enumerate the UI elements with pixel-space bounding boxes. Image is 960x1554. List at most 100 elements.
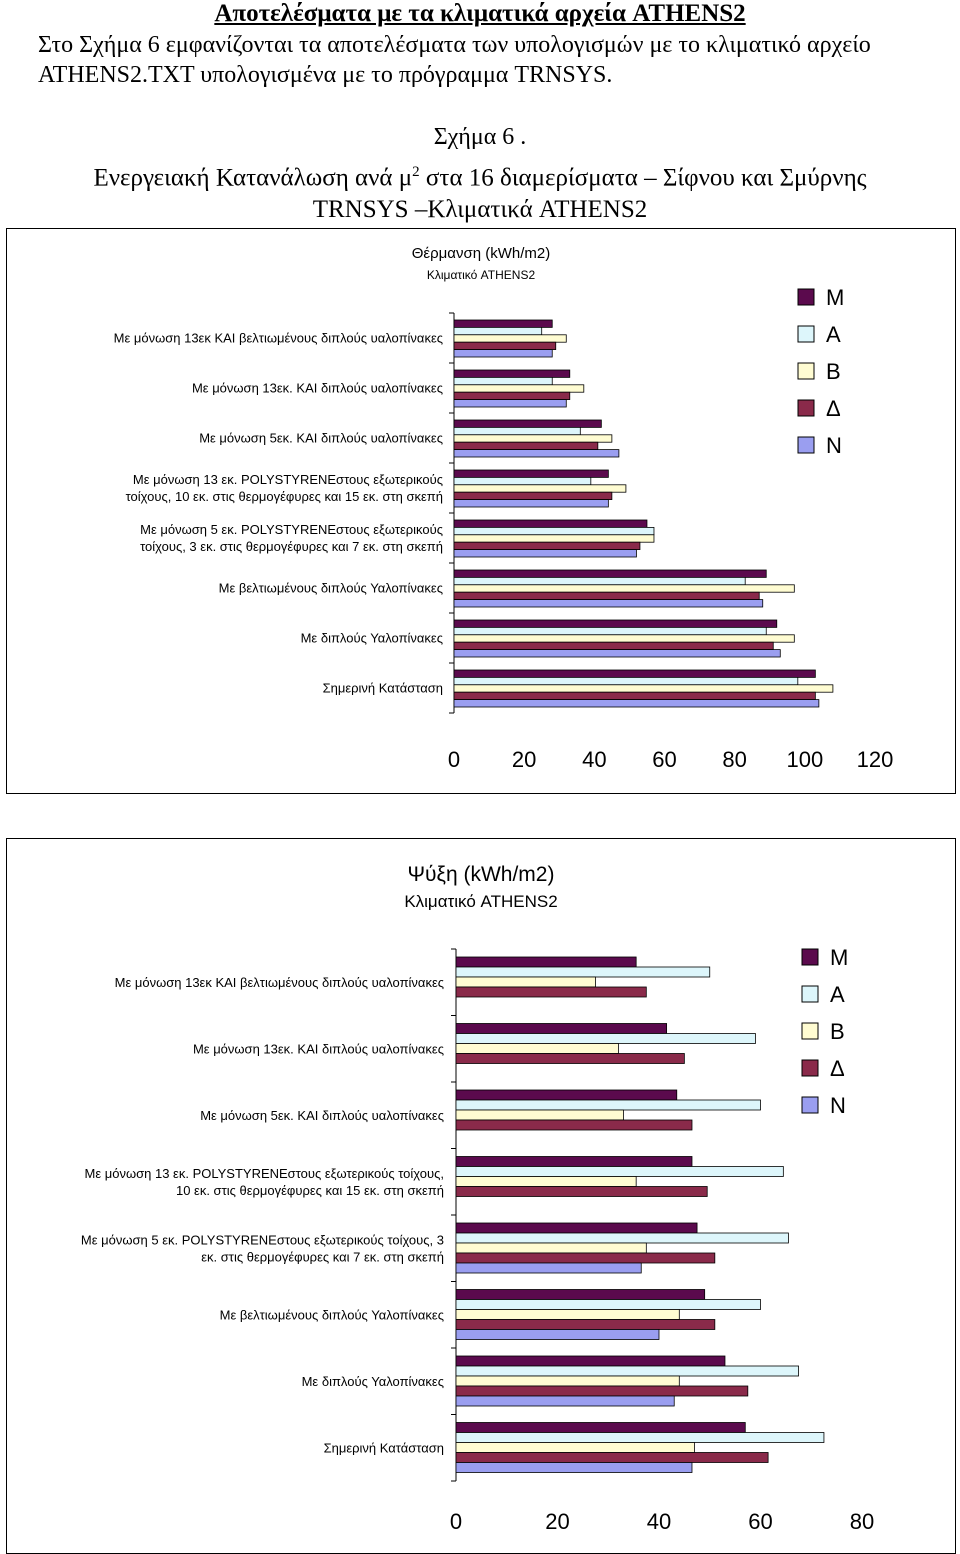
document-paragraph: Στο Σχήμα 6 εμφανίζονται τα αποτελέσματα…: [38, 32, 871, 88]
heating-bar-a: [453, 376, 553, 386]
cooling-bar-m: [455, 1355, 726, 1367]
cooling-chart: Ψύξη (kWh/m2) Κλιματικό ATHENS2 Με μόνωσ…: [6, 838, 956, 1554]
heating-x-tick-label: 100: [786, 747, 823, 772]
cooling-category-label: Με διπλούς Υαλοπίνακες: [302, 1374, 444, 1389]
cooling-x-tick-label: 40: [647, 1509, 671, 1534]
cooling-bar-delta: [455, 1252, 716, 1264]
heating-chart: Θέρμανση (kWh/m2) Κλιματικό ATHENS2 Με μ…: [6, 228, 956, 794]
cooling-x-tick-label: 80: [850, 1509, 874, 1534]
cooling-bar-m: [455, 1289, 706, 1300]
heating-category-label: Με διπλούς Υαλοπίνακες: [301, 631, 443, 646]
cooling-legend-label: Ν: [830, 1093, 846, 1118]
figure-label: Σχήμα 6 .: [433, 124, 527, 150]
heating-chart-plot: Με μόνωση 13εκ ΚΑΙ βελτιωμένους διπλούς …: [114, 285, 894, 772]
cooling-bar-b: [455, 1109, 624, 1121]
cooling-legend-label: Α: [830, 982, 845, 1007]
heating-bar-delta: [453, 441, 599, 450]
cooling-x-tick-label: 20: [545, 1509, 569, 1534]
heating-bar-b: [453, 484, 627, 493]
heating-legend-swatch: [797, 436, 815, 454]
cooling-chart-plot: Με μόνωση 13εκ ΚΑΙ βελτιωμένους διπλούς …: [81, 945, 874, 1534]
heating-legend-label: Μ: [826, 285, 844, 310]
cooling-bar-b: [455, 1043, 619, 1054]
heating-legend-swatch: [797, 362, 815, 380]
cooling-bar-a: [455, 966, 711, 978]
heating-bar-m: [453, 469, 609, 478]
heating-bar-n: [453, 649, 781, 658]
cooling-bar-delta: [455, 1452, 769, 1463]
cooling-bar-a: [455, 1166, 784, 1177]
cooling-chart-title: Ψύξη (kWh/m2): [407, 863, 555, 886]
cooling-category-label: Με μόνωση 13 εκ. POLYSTYRENEστους εξωτερ…: [85, 1166, 445, 1181]
cooling-bar-b: [455, 1442, 695, 1453]
heating-bar-a: [453, 327, 543, 336]
cooling-legend-swatch: [801, 948, 819, 966]
heating-bar-delta: [453, 591, 760, 601]
heating-bar-m: [453, 519, 648, 528]
heating-x-tick-label: 60: [652, 747, 676, 772]
cooling-category-label: 10 εκ. στις θερμογέφυρες και 15 εκ. στη …: [176, 1183, 444, 1198]
heating-x-tick-label: 0: [448, 747, 460, 772]
heating-bar-b: [453, 384, 585, 393]
cooling-x-tick-label: 0: [450, 1509, 462, 1534]
cooling-bar-a: [455, 1099, 761, 1111]
heating-category-label: Με μόνωση 5 εκ. POLYSTYRENEστους εξωτερι…: [140, 522, 443, 537]
cooling-bar-n: [455, 1329, 660, 1340]
cooling-legend-swatch: [801, 1096, 819, 1114]
heating-bar-delta: [453, 391, 571, 400]
cooling-bar-n: [455, 1462, 693, 1473]
cooling-bar-delta: [455, 1319, 716, 1330]
heating-legend-label: Δ: [826, 396, 841, 421]
cooling-bar-m: [455, 1422, 746, 1433]
cooling-category-label: Με μόνωση 5εκ. ΚΑΙ διπλούς υαλοπίνακες: [200, 1108, 444, 1123]
heating-bar-delta: [453, 641, 774, 651]
heating-bar-a: [453, 476, 592, 486]
cooling-bar-n: [455, 1262, 642, 1274]
heating-category-label: τοίχους, 3 εκ. στις θερμογέφυρες και 7 ε…: [140, 539, 443, 554]
heating-category-label: Με μόνωση 5εκ. ΚΑΙ διπλούς υαλοπίνακες: [199, 431, 443, 446]
cooling-legend-label: Β: [830, 1019, 845, 1044]
heating-bar-b: [453, 434, 613, 443]
cooling-category-label: Με μόνωση 5 εκ. POLYSTYRENEστους εξωτερι…: [81, 1232, 444, 1247]
heating-bar-m: [453, 369, 571, 378]
heating-chart-title: Θέρμανση (kWh/m2): [411, 245, 551, 262]
heating-bar-n: [453, 399, 567, 408]
heating-x-tick-label: 20: [512, 747, 536, 772]
cooling-bar-m: [455, 1156, 693, 1167]
cooling-category-label: Με μόνωση 13εκ ΚΑΙ βελτιωμένους διπλούς …: [115, 975, 444, 990]
heating-bar-b: [453, 584, 795, 593]
heating-x-tick-label: 40: [582, 747, 606, 772]
heating-legend-swatch: [797, 288, 815, 306]
heating-x-tick-label: 80: [722, 747, 746, 772]
cooling-legend-swatch: [801, 1059, 819, 1077]
heating-bar-n: [453, 349, 553, 358]
heating-bar-m: [453, 569, 767, 578]
heating-bar-n: [453, 599, 764, 608]
cooling-category-label: Σημερινή Κατάσταση: [324, 1440, 444, 1455]
cooling-category-label: εκ. στις θερμογέφυρες και 7 εκ. στη σκεπ…: [201, 1249, 444, 1264]
heating-bar-n: [453, 499, 609, 508]
cooling-chart-subtitle: Κλιματικό ATHENS2: [404, 892, 558, 911]
cooling-bar-a: [455, 1033, 756, 1044]
heating-x-tick-label: 120: [857, 747, 894, 772]
heating-legend-label: Β: [826, 359, 841, 384]
heating-bar-m: [453, 419, 602, 428]
figure-title-line2: TRNSYS –Κλιματικά ATHENS2: [312, 196, 648, 224]
figure-title-superscript: 2: [412, 164, 420, 180]
cooling-bar-delta: [455, 1385, 749, 1397]
figure-title: Ενεργειακή Κατανάλωση ανά μ2 στα 16 διαμ…: [0, 156, 960, 226]
cooling-bar-m: [455, 1089, 678, 1101]
heating-category-label: Με βελτιωμένους διπλούς Υαλοπίνακες: [219, 581, 443, 596]
cooling-category-label: Με μόνωση 13εκ. ΚΑΙ διπλούς υαλοπίνακες: [193, 1041, 444, 1056]
heating-legend-swatch: [797, 399, 815, 417]
cooling-bar-delta: [455, 986, 647, 998]
figure-title-part1: Ενεργειακή Κατανάλωση ανά μ: [93, 164, 413, 192]
heating-bar-b: [453, 634, 795, 643]
heating-category-label: Με μόνωση 13 εκ. POLYSTYRENEστους εξωτερ…: [133, 472, 443, 487]
heating-chart-subtitle: Κλιματικό ATHENS2: [426, 268, 536, 282]
heating-bar-delta: [453, 541, 641, 551]
heating-bar-b: [453, 534, 655, 543]
heating-category-label: Με μόνωση 13εκ. ΚΑΙ διπλούς υαλοπίνακες: [192, 381, 443, 396]
heating-bar-b: [453, 684, 834, 693]
cooling-bar-delta: [455, 1119, 693, 1131]
